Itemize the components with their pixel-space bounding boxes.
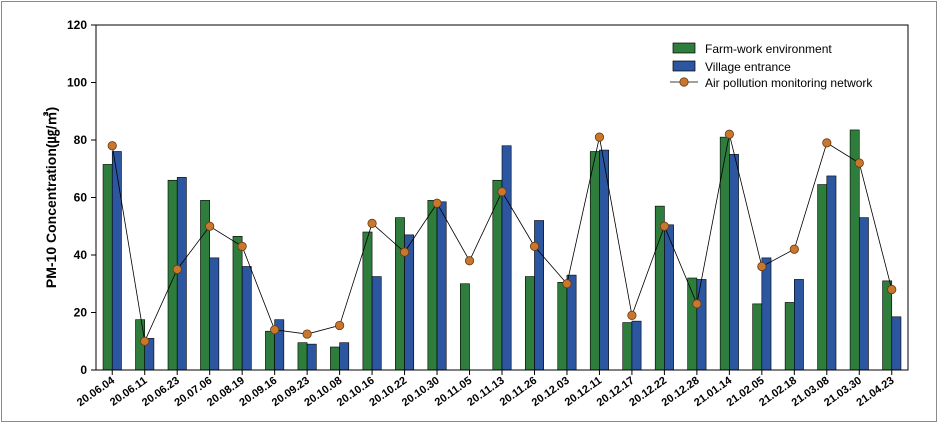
bar-farm-work [265, 330, 275, 371]
bar-village-entrance [826, 175, 837, 371]
monitoring-network-point [334, 320, 345, 331]
monitoring-network-point [237, 241, 247, 251]
monitoring-network-point [399, 247, 410, 257]
bar-farm-work [557, 282, 568, 371]
bar-farm-work [167, 179, 178, 371]
monitoring-network-point [464, 256, 475, 266]
bar-farm-work [102, 164, 113, 371]
monitoring-network-point [724, 129, 734, 139]
monitoring-network-point [140, 336, 150, 346]
y-tick-label: 60 [74, 191, 88, 205]
monitoring-network-point [432, 198, 442, 208]
monitoring-network-point [789, 244, 799, 254]
bar-farm-work [719, 136, 730, 371]
bar-village-entrance [761, 257, 772, 371]
monitoring-network-point [627, 310, 637, 320]
bar-village-entrance [501, 145, 512, 371]
bar-farm-work [589, 151, 600, 371]
bar-village-entrance [111, 151, 122, 371]
y-tick-label: 20 [74, 306, 88, 320]
monitoring-network-point [562, 279, 572, 289]
monitoring-network-point [302, 329, 312, 339]
monitoring-network-point [367, 218, 377, 228]
legend-label-farm: Farm-work environment [705, 42, 832, 56]
bar-farm-work [524, 276, 535, 371]
bar-village-entrance [241, 266, 252, 371]
y-tick-label: 0 [80, 363, 87, 377]
monitoring-network-point [757, 261, 767, 272]
bar-farm-work [330, 346, 340, 371]
bar-village-entrance [631, 320, 642, 371]
plot-border [95, 24, 909, 371]
monitoring-network-point [659, 221, 670, 231]
y-tick-label: 80 [74, 133, 88, 147]
monitoring-network-point [497, 187, 507, 197]
bar-farm-work [687, 277, 698, 371]
bar-farm-work [395, 217, 405, 371]
y-tick-label: 100 [67, 76, 87, 90]
bar-village-entrance [729, 154, 739, 371]
bar-village-entrance [436, 201, 447, 371]
bar-farm-work [622, 322, 633, 371]
monitoring-network-point [887, 284, 897, 295]
bar-farm-work [784, 302, 795, 371]
y-tick-label: 120 [67, 18, 87, 32]
legend-swatch-village [672, 60, 696, 72]
monitoring-network-point [172, 264, 182, 274]
monitoring-network-point [854, 158, 864, 168]
bar-village-entrance [209, 257, 220, 371]
monitoring-network-point [107, 141, 117, 151]
legend: Farm-work environment Village entrance A… [670, 42, 873, 90]
legend-swatch-farm [672, 42, 696, 54]
bar-village-entrance [858, 217, 869, 371]
y-axis-label: PM-10 Concentration(㎍/㎥) [43, 107, 61, 288]
bar-farm-work [752, 303, 763, 371]
bar-farm-work [460, 283, 470, 371]
legend-label-village: Village entrance [705, 60, 791, 74]
monitoring-network-point [205, 221, 215, 231]
bar-village-entrance [599, 149, 609, 371]
monitoring-network-point [270, 325, 280, 335]
monitoring-network-point [822, 138, 832, 148]
bar-farm-work [297, 342, 308, 371]
bar-village-entrance [339, 342, 350, 371]
bar-farm-work [232, 236, 243, 371]
bar-farm-work [817, 184, 828, 371]
bar-farm-work [427, 200, 438, 371]
bar-village-entrance [566, 274, 577, 371]
bar-village-entrance [794, 279, 804, 371]
monitoring-network-point [529, 241, 540, 251]
y-tick-label: 40 [74, 248, 88, 262]
bar-village-entrance [371, 276, 382, 371]
legend-label-monitoring: Air pollution monitoring network [705, 76, 873, 90]
legend-marker-monitoring [679, 77, 689, 87]
monitoring-network-point [692, 299, 702, 309]
bar-village-entrance [306, 343, 317, 371]
bar-village-entrance [891, 316, 902, 371]
bar-farm-work [882, 280, 893, 371]
bar-village-entrance [664, 224, 674, 371]
x-tick-label: 21.04.23 [855, 375, 897, 409]
bar-village-entrance [696, 279, 707, 371]
monitoring-network-point [594, 132, 605, 142]
bar-farm-work [362, 231, 373, 371]
